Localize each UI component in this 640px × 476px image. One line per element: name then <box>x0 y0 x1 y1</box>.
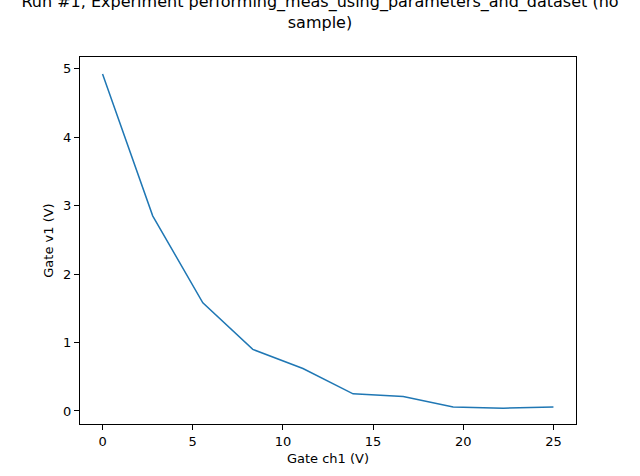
svg-text:10: 10 <box>275 434 292 449</box>
svg-text:15: 15 <box>365 434 382 449</box>
svg-text:Gate v1 (V): Gate v1 (V) <box>41 203 56 277</box>
svg-text:Run #1, Experiment performing_: Run #1, Experiment performing_meas_using… <box>21 0 618 32</box>
svg-text:Gate ch1 (V): Gate ch1 (V) <box>287 451 369 466</box>
svg-text:3: 3 <box>63 198 71 213</box>
svg-text:1: 1 <box>63 335 71 350</box>
svg-text:0: 0 <box>98 434 106 449</box>
svg-text:25: 25 <box>545 434 562 449</box>
svg-text:5: 5 <box>63 61 71 76</box>
svg-text:20: 20 <box>455 434 472 449</box>
svg-text:2: 2 <box>63 267 71 282</box>
svg-text:0: 0 <box>63 404 71 419</box>
svg-text:5: 5 <box>189 434 197 449</box>
svg-text:4: 4 <box>63 130 71 145</box>
